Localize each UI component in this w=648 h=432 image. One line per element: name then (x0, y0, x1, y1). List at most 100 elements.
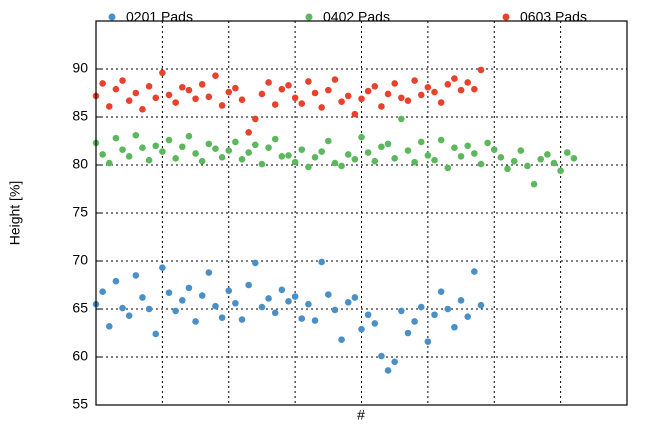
point (325, 137, 332, 145)
point (232, 84, 239, 92)
point (477, 66, 485, 74)
point (331, 159, 339, 167)
y-tick-label: 70 (72, 252, 88, 268)
point (152, 94, 160, 102)
point (411, 77, 418, 84)
point (398, 115, 405, 123)
point (411, 158, 418, 166)
point (271, 101, 279, 108)
point (331, 76, 339, 83)
point (265, 295, 272, 302)
point (338, 98, 345, 105)
point (331, 306, 339, 314)
point (145, 82, 153, 90)
point (471, 268, 478, 275)
point (477, 301, 485, 309)
point (265, 79, 272, 86)
point (139, 144, 146, 152)
point (99, 80, 106, 87)
point (165, 136, 173, 144)
point (411, 318, 418, 325)
point (344, 92, 352, 100)
point (378, 103, 385, 110)
point (398, 307, 405, 315)
point (338, 162, 345, 170)
point (477, 160, 485, 168)
point (298, 315, 306, 322)
point (185, 86, 193, 94)
point (457, 297, 465, 304)
point (351, 294, 359, 301)
point (437, 136, 445, 144)
point (358, 95, 365, 103)
point (172, 99, 179, 106)
point (212, 145, 219, 152)
y-tick-label: 60 (72, 348, 88, 364)
point (311, 154, 319, 161)
plot-frame (95, 20, 628, 406)
point (325, 86, 332, 94)
point (212, 72, 219, 80)
point (318, 148, 325, 155)
point (265, 144, 272, 152)
point (105, 322, 113, 330)
point (305, 78, 312, 85)
point (218, 154, 226, 161)
point (192, 150, 199, 157)
point (291, 158, 299, 166)
point (172, 154, 179, 162)
point (305, 300, 312, 308)
point (198, 157, 206, 165)
point (225, 88, 233, 96)
point (431, 88, 438, 96)
point (152, 330, 160, 338)
y-tick-label: 75 (72, 204, 88, 220)
point (424, 152, 432, 159)
point (325, 291, 332, 298)
point (252, 259, 259, 267)
point (178, 297, 186, 304)
point (139, 106, 146, 113)
point (451, 75, 458, 82)
point (258, 90, 266, 98)
point (444, 164, 452, 172)
point (205, 93, 213, 101)
point (278, 286, 286, 294)
point (245, 129, 252, 136)
point (358, 133, 365, 141)
point (384, 367, 392, 374)
point (404, 147, 412, 154)
point (99, 151, 106, 158)
point (99, 288, 106, 296)
point (424, 338, 432, 345)
point (344, 298, 352, 306)
point (318, 104, 325, 111)
point (444, 305, 452, 313)
point (192, 95, 199, 103)
point (484, 139, 491, 147)
point (471, 85, 478, 93)
point (298, 100, 306, 107)
point (404, 329, 412, 337)
point (252, 141, 259, 149)
point (238, 155, 246, 163)
point (305, 163, 312, 171)
point (524, 162, 531, 170)
point (391, 80, 398, 87)
point (132, 89, 140, 97)
point (431, 156, 438, 164)
point (431, 311, 438, 319)
point (497, 154, 505, 161)
point (178, 83, 186, 91)
point (464, 313, 472, 320)
legend-marker (502, 13, 510, 21)
point (517, 147, 525, 154)
point (165, 91, 173, 99)
point (185, 132, 193, 140)
point (364, 87, 372, 95)
point (378, 352, 385, 360)
point (125, 97, 133, 104)
y-tick-label: 85 (72, 108, 88, 124)
point (159, 69, 166, 77)
